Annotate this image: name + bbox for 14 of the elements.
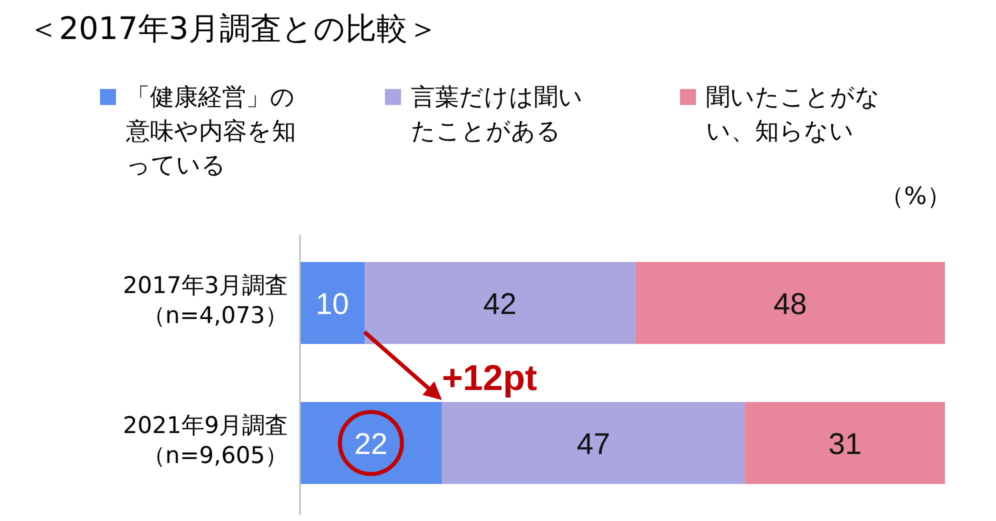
legend-label: 言葉だけは聞いたことがある — [411, 83, 583, 145]
text: （%） — [880, 181, 951, 212]
data-label: 48 — [774, 288, 807, 321]
y-tick-label: 2021年9月調査（n=9,605） — [122, 412, 288, 471]
data-label: 31 — [828, 428, 862, 461]
legend-label: 「健康経営」の意味や内容を知っている — [126, 83, 296, 179]
data-label: 47 — [576, 428, 610, 461]
data-label: 10 — [316, 288, 349, 321]
title: ＜2017年3月調査との比較＞ — [28, 10, 439, 49]
data-label: 22 — [354, 428, 388, 461]
legend-label: 聞いたことがない、知らない — [706, 83, 880, 145]
y-tick-label: 2017年3月調査（n=4,073） — [122, 272, 288, 331]
annotation: +12pt — [442, 357, 537, 398]
data-label: 42 — [483, 288, 517, 321]
